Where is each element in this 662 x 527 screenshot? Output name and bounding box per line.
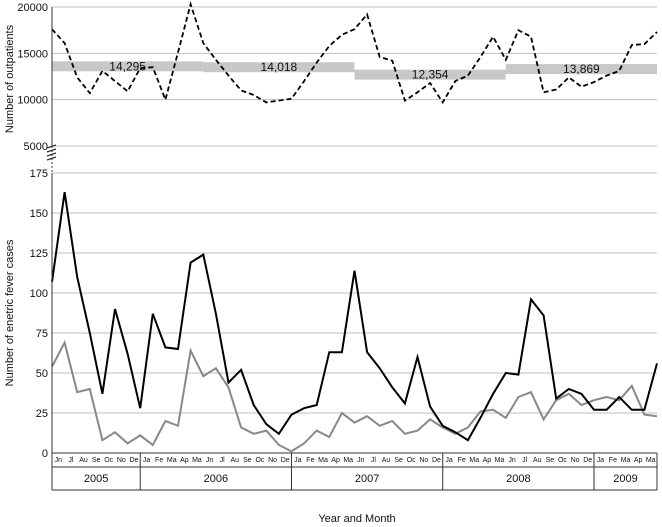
month-label: De <box>432 457 441 464</box>
month-label: No <box>419 457 428 464</box>
average-label: 14,018 <box>261 60 298 74</box>
top-y-tick-label: 10000 <box>17 95 48 107</box>
month-label: Jl <box>68 457 74 464</box>
bottom-y-tick-label: 125 <box>30 248 48 260</box>
month-label: Se <box>92 457 101 464</box>
top-y-tick-label: 20000 <box>17 2 48 14</box>
cases-series-1-line <box>51 192 658 442</box>
month-label: Ap <box>483 457 492 464</box>
month-label: Oc <box>104 457 113 464</box>
year-label: 2007 <box>355 473 379 485</box>
top-y-tick-label: 15000 <box>17 48 48 60</box>
month-label: Se <box>546 457 555 464</box>
month-label: No <box>571 457 580 464</box>
x-axis-labels: Jn Jl Au Se Oc No De Ja Fe Ma Ap Ma Jn Jl Au Se Oc No De Ja… <box>51 453 658 490</box>
month-label: Jl <box>522 457 528 464</box>
year-label: 2008 <box>506 473 530 485</box>
month-label: Ja <box>143 457 151 464</box>
month-label: Ma <box>343 457 353 464</box>
bottom-y-axis-label: Number of enetric fever cases <box>4 239 16 386</box>
month-label: Ap <box>331 457 340 464</box>
month-label: Jn <box>357 457 365 464</box>
month-label: Se <box>243 457 252 464</box>
month-label: No <box>268 457 277 464</box>
month-label: Ma <box>621 457 631 464</box>
month-label: Fe <box>155 457 163 464</box>
month-label: Ma <box>318 457 328 464</box>
bottom-panel-grid: 0 25 50 75 100 125 150 175 <box>30 168 657 460</box>
year-label: 2006 <box>204 473 228 485</box>
month-label: De <box>129 457 138 464</box>
month-label: Ja <box>445 457 453 464</box>
average-label: 13,869 <box>563 62 600 76</box>
month-label: Jl <box>371 457 377 464</box>
bottom-y-tick-label: 75 <box>36 328 48 340</box>
month-label: Ma <box>167 457 177 464</box>
month-label: Au <box>79 457 88 464</box>
average-bar <box>505 64 657 75</box>
bottom-y-tick-label: 175 <box>30 168 48 180</box>
month-label: Oc <box>558 457 567 464</box>
month-label: Oc <box>255 457 264 464</box>
month-label: De <box>281 457 290 464</box>
month-label: Se <box>394 457 403 464</box>
x-axis-label: Year and Month <box>318 513 395 525</box>
month-label: Ja <box>294 457 302 464</box>
average-bar <box>354 69 506 80</box>
month-label: Ma <box>469 457 479 464</box>
month-label: Ap <box>180 457 189 464</box>
month-label: Jl <box>220 457 226 464</box>
month-label: Au <box>230 457 239 464</box>
month-label: Fe <box>609 457 617 464</box>
month-label: No <box>117 457 126 464</box>
month-label: Ma <box>192 457 202 464</box>
series-lines <box>51 1 658 453</box>
month-label: Ap <box>634 457 643 464</box>
top-y-axis-label: Number of outpatients <box>4 24 16 133</box>
cases-series-2-line <box>51 339 658 453</box>
month-label: Jn <box>206 457 214 464</box>
year-label: 2005 <box>84 473 108 485</box>
top-panel-grid: 5000 10000 15000 20000 <box>17 2 657 153</box>
month-label: Au <box>533 457 542 464</box>
month-label: Jn <box>508 457 516 464</box>
yearly-average-bars: 14,295 14,018 12,354 13,869 <box>52 59 657 82</box>
average-label: 12,354 <box>412 68 449 82</box>
average-label: 14,295 <box>109 59 146 73</box>
month-label: Ma <box>646 457 656 464</box>
bottom-y-tick-label: 25 <box>36 408 48 420</box>
bottom-y-tick-label: 50 <box>36 368 48 380</box>
month-label: Fe <box>306 457 314 464</box>
year-label: 2009 <box>613 473 637 485</box>
bottom-y-tick-label: 150 <box>30 208 48 220</box>
average-bar <box>203 62 355 73</box>
outpatients-line <box>51 1 658 105</box>
month-label: Fe <box>458 457 466 464</box>
month-label: De <box>583 457 592 464</box>
top-y-tick-label: 5000 <box>24 141 48 153</box>
month-label: Ja <box>597 457 605 464</box>
axes <box>46 7 657 491</box>
month-label: Jn <box>55 457 63 464</box>
bottom-y-tick-label: 100 <box>30 288 48 300</box>
month-label: Au <box>382 457 391 464</box>
bottom-y-tick-label: 0 <box>42 448 48 460</box>
average-bar <box>52 61 204 72</box>
month-label: Ma <box>495 457 505 464</box>
month-label: Oc <box>407 457 416 464</box>
